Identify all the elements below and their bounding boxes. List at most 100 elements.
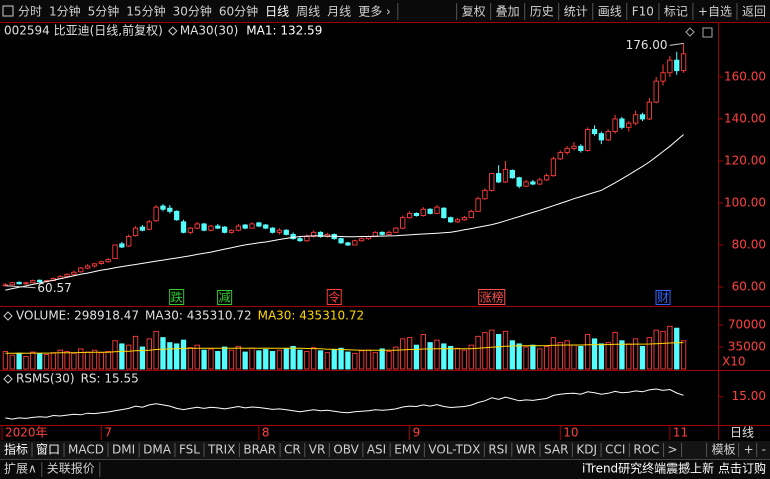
status-promo[interactable]: iTrend研究终端震撼上新 点击订购 bbox=[582, 461, 766, 476]
indicator-tab[interactable]: CCI bbox=[605, 443, 625, 457]
volume-bar bbox=[194, 344, 200, 370]
indicator-tab[interactable]: MACD bbox=[68, 443, 104, 457]
indicator-tab[interactable]: ROC bbox=[633, 443, 659, 457]
indicator-tab[interactable]: FSL bbox=[179, 443, 200, 457]
volume-bar bbox=[9, 354, 15, 370]
candle-body bbox=[153, 206, 159, 222]
x-tick-label: 9 bbox=[413, 426, 421, 440]
x-tick-label: 7 bbox=[104, 426, 112, 440]
period-tab[interactable]: 5分钟 bbox=[88, 4, 120, 19]
period-tab[interactable]: 1分钟 bbox=[49, 4, 81, 19]
volume-bar bbox=[475, 335, 481, 370]
indicator-tab[interactable]: > bbox=[668, 443, 678, 457]
volume-bar bbox=[454, 347, 461, 370]
candle-body bbox=[98, 261, 104, 264]
candle-body bbox=[228, 229, 235, 233]
legend-icon[interactable] bbox=[168, 26, 178, 36]
period-tab[interactable]: 分时 bbox=[18, 5, 42, 19]
tool-button[interactable]: 历史 bbox=[530, 5, 554, 19]
candle-body bbox=[112, 244, 118, 260]
event-box bbox=[217, 290, 233, 305]
volume-bar bbox=[386, 350, 392, 370]
period-tab[interactable]: 15分钟 bbox=[126, 4, 165, 19]
indicator-tab[interactable]: DMI bbox=[112, 443, 135, 457]
period-tab[interactable]: 周线 bbox=[296, 5, 320, 19]
status-item[interactable]: 扩展∧ bbox=[4, 462, 37, 476]
tool-button[interactable]: 统计 bbox=[564, 5, 588, 19]
indicator-tab[interactable]: RSI bbox=[488, 443, 508, 457]
candle-body bbox=[667, 59, 673, 74]
indicator-tab[interactable]: VR bbox=[309, 443, 326, 457]
volume-bar bbox=[290, 345, 296, 370]
candle-body bbox=[427, 208, 433, 214]
event-label[interactable]: 跌 bbox=[171, 290, 183, 305]
indicator-tab[interactable]: CR bbox=[284, 443, 301, 457]
high-label: 176.00 bbox=[626, 38, 668, 52]
volume-bar bbox=[331, 349, 337, 370]
indicator-tab[interactable]: EMV bbox=[394, 443, 421, 457]
volume-bar bbox=[427, 342, 433, 370]
candle-body bbox=[598, 133, 605, 141]
event-label[interactable]: 减 bbox=[219, 291, 231, 305]
volume-bar bbox=[215, 350, 221, 370]
panel-icon[interactable] bbox=[685, 27, 695, 37]
period-tab[interactable]: 月线 bbox=[327, 5, 351, 19]
indicator-tab[interactable]: ASI bbox=[367, 443, 386, 457]
legend-icon[interactable] bbox=[3, 374, 13, 384]
indicator-tab[interactable]: BRAR bbox=[243, 443, 276, 457]
tool-button[interactable]: 返回 bbox=[742, 5, 766, 19]
indicator-tab[interactable]: DMA bbox=[143, 443, 172, 457]
volume-bar bbox=[619, 340, 625, 370]
candle-body bbox=[358, 238, 365, 242]
tool-button[interactable]: 标记 bbox=[664, 5, 688, 19]
status-item[interactable]: 关联报价 bbox=[47, 461, 95, 476]
indicator-tab[interactable]: OBV bbox=[333, 443, 359, 457]
candle-body bbox=[71, 271, 77, 275]
template-tab[interactable]: + bbox=[744, 443, 754, 457]
indicator-tab[interactable]: VOL-TDX bbox=[428, 443, 480, 457]
tool-button[interactable]: +自选 bbox=[698, 5, 732, 19]
indicator-tab[interactable]: 窗口 bbox=[36, 443, 60, 457]
volume-bar bbox=[57, 349, 63, 370]
volume-bar bbox=[509, 340, 515, 370]
candle-body bbox=[249, 223, 255, 229]
indicator-tab[interactable]: KDJ bbox=[576, 443, 597, 457]
indicator-tab[interactable]: SAR bbox=[544, 443, 568, 457]
event-label[interactable]: 财 bbox=[657, 291, 669, 305]
indicator-tab[interactable]: 指标 bbox=[4, 442, 28, 457]
tool-button[interactable]: 叠加 bbox=[496, 5, 520, 19]
tool-button[interactable]: 画线 bbox=[598, 5, 622, 19]
candle-body bbox=[564, 147, 570, 154]
legend-icon[interactable] bbox=[3, 311, 13, 321]
event-label[interactable]: 令 bbox=[328, 290, 340, 305]
volume-bar bbox=[537, 348, 543, 370]
volume-bar bbox=[174, 343, 180, 370]
indicator-tab[interactable]: TRIX bbox=[207, 443, 235, 457]
volume-bar bbox=[304, 350, 310, 370]
volume-bar bbox=[221, 346, 228, 370]
panel-icon[interactable] bbox=[702, 27, 713, 38]
candle-body bbox=[653, 80, 659, 103]
low-marker bbox=[5, 285, 36, 289]
period-tab[interactable]: 更多 › bbox=[358, 5, 391, 19]
tool-button[interactable]: F10 bbox=[632, 5, 654, 19]
tool-button[interactable]: 复权 bbox=[462, 5, 486, 19]
volume-bar bbox=[543, 345, 550, 370]
indicator-tab[interactable]: WR bbox=[516, 443, 536, 457]
volume-bar bbox=[71, 352, 77, 370]
template-tab[interactable]: - bbox=[762, 443, 766, 457]
candle-body bbox=[139, 226, 146, 231]
period-tab[interactable]: 60分钟 bbox=[219, 4, 258, 19]
volume-bar bbox=[64, 350, 70, 370]
event-label[interactable]: 涨榜 bbox=[480, 290, 504, 305]
volume-bar bbox=[126, 344, 132, 370]
volume-bar bbox=[680, 340, 687, 370]
template-tab[interactable]: 模板 bbox=[712, 443, 736, 457]
volume-bar bbox=[400, 338, 406, 370]
volume-ma-label: MA30: 435310.72 bbox=[145, 309, 252, 323]
period-tab[interactable]: 30分钟 bbox=[173, 4, 212, 19]
volume-bar bbox=[564, 340, 570, 370]
period-tab[interactable]: 日线 bbox=[265, 5, 289, 19]
menu-icon[interactable] bbox=[2, 5, 14, 17]
